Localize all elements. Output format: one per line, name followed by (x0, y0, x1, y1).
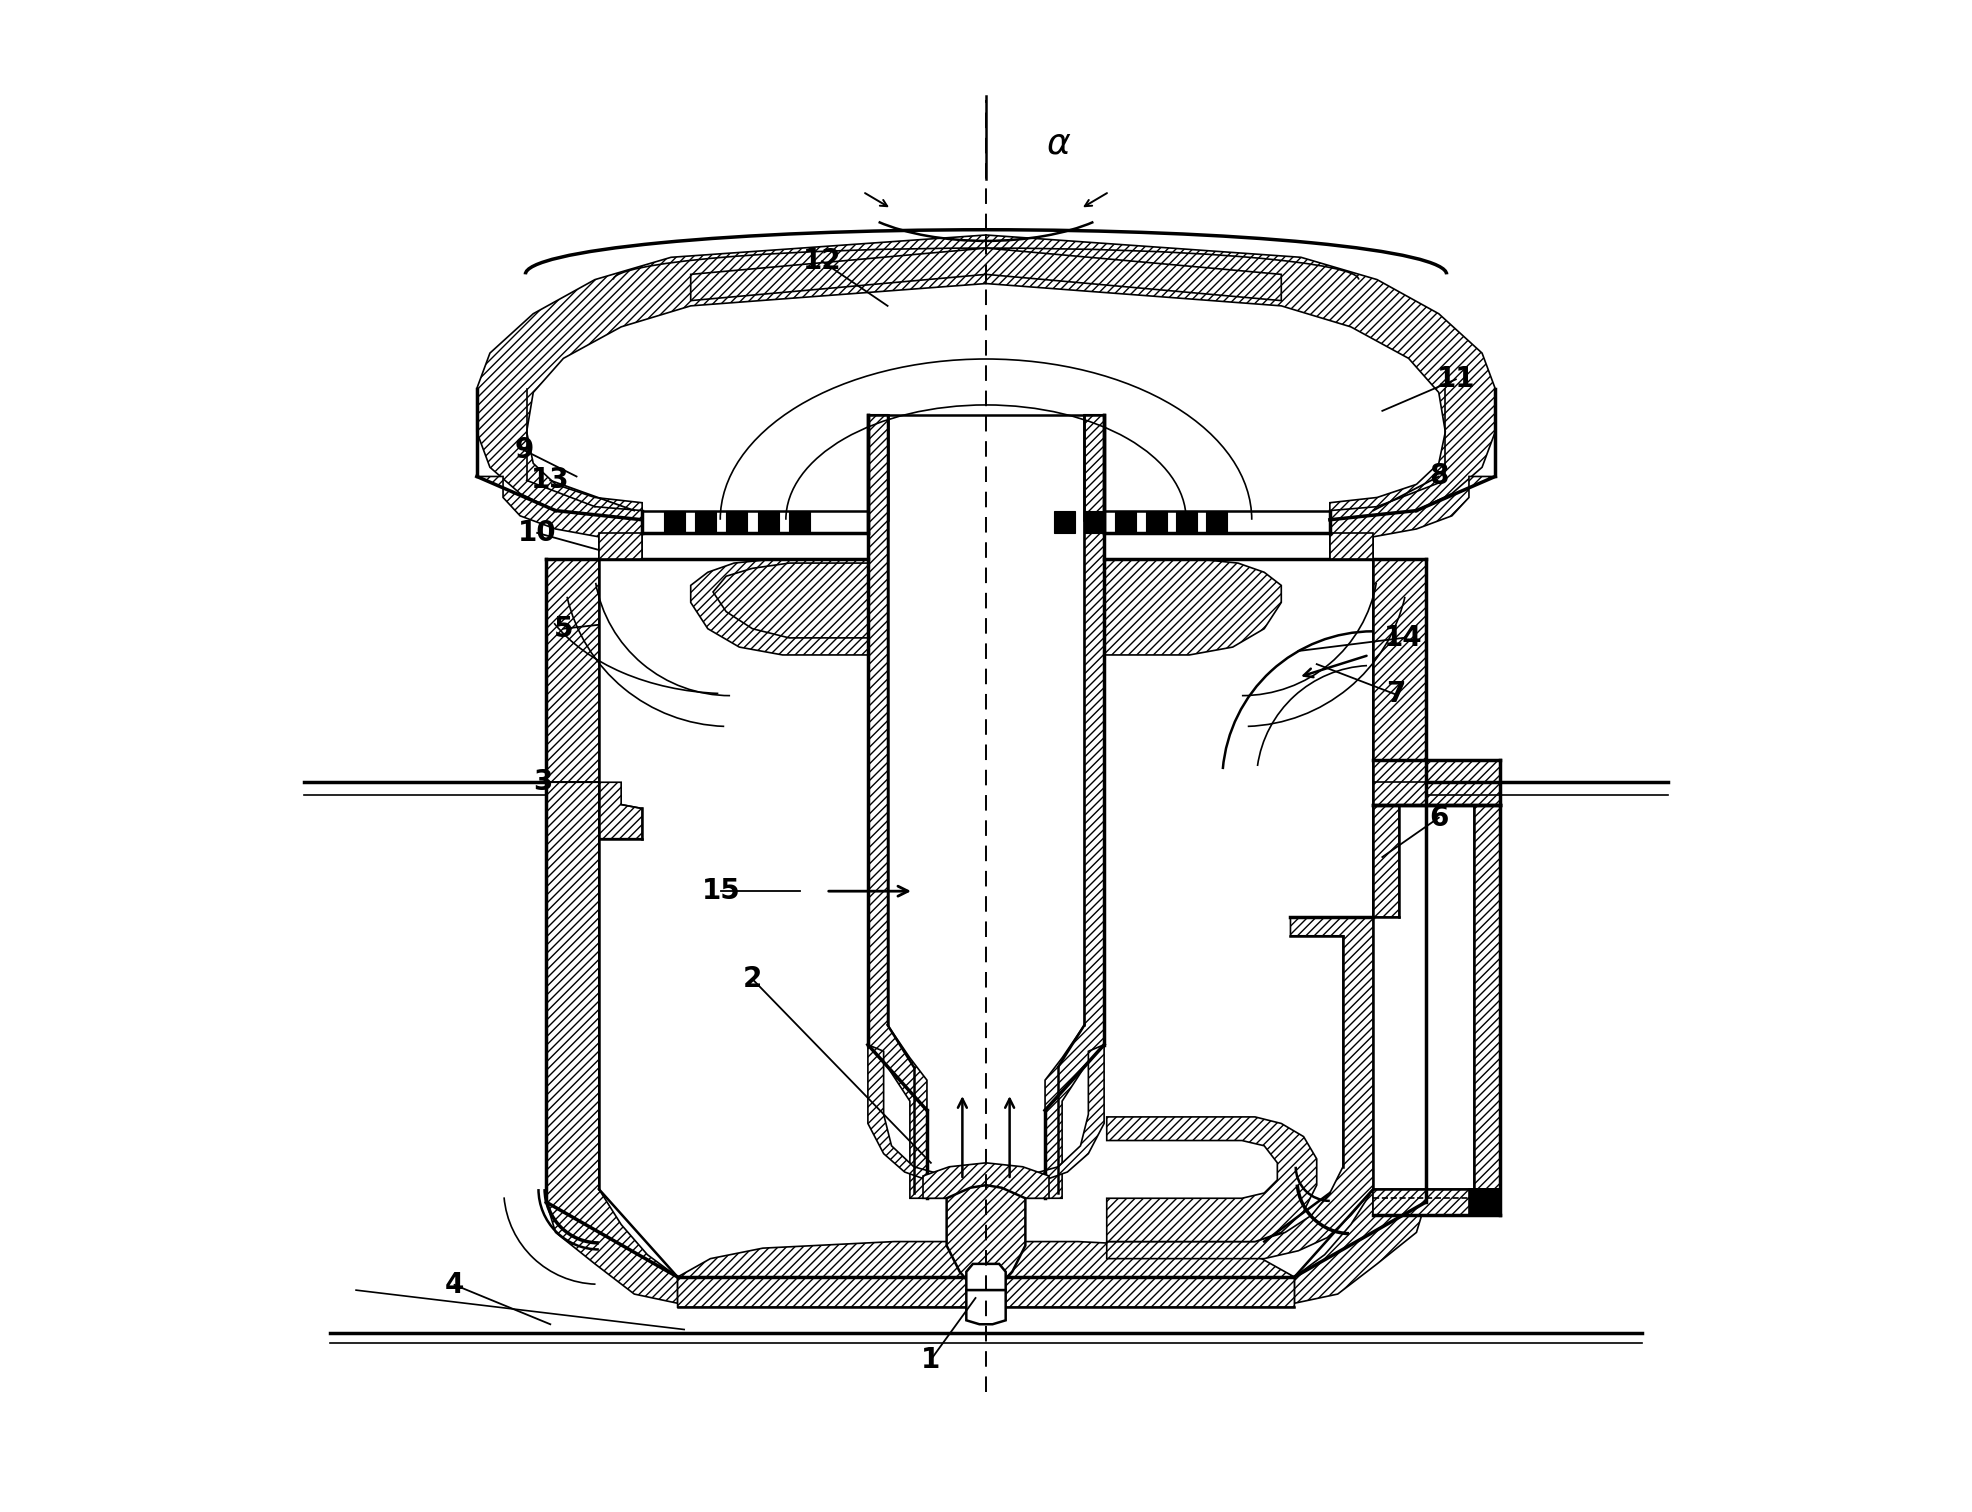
Text: 7: 7 (1386, 680, 1406, 708)
Polygon shape (1175, 511, 1197, 532)
Text: 11: 11 (1436, 366, 1475, 393)
Text: 10: 10 (519, 519, 556, 547)
Text: 13: 13 (530, 466, 570, 494)
Polygon shape (1055, 511, 1075, 532)
Polygon shape (690, 248, 1282, 301)
Polygon shape (726, 511, 747, 532)
Polygon shape (1045, 414, 1104, 1199)
Text: 5: 5 (554, 615, 574, 643)
Polygon shape (1469, 1188, 1501, 1216)
Text: 2: 2 (743, 965, 761, 993)
Polygon shape (477, 234, 986, 523)
Polygon shape (678, 1241, 1294, 1308)
Text: 8: 8 (1430, 463, 1449, 490)
Polygon shape (714, 562, 868, 638)
Polygon shape (1207, 511, 1227, 532)
Polygon shape (947, 1185, 1025, 1290)
Polygon shape (1373, 1188, 1501, 1216)
Text: 4: 4 (446, 1272, 463, 1299)
Text: 15: 15 (702, 877, 740, 906)
Polygon shape (986, 234, 1495, 523)
Polygon shape (1106, 918, 1373, 1258)
Polygon shape (1373, 804, 1501, 1216)
Text: 12: 12 (803, 248, 842, 275)
Polygon shape (477, 476, 643, 559)
Polygon shape (1294, 782, 1426, 1303)
Text: 1: 1 (921, 1346, 941, 1374)
Polygon shape (1114, 511, 1136, 532)
Polygon shape (1329, 532, 1373, 559)
Polygon shape (1025, 1045, 1104, 1199)
Polygon shape (789, 511, 810, 532)
Polygon shape (665, 511, 686, 532)
Polygon shape (966, 1290, 1006, 1325)
Polygon shape (690, 559, 868, 655)
Polygon shape (599, 532, 643, 559)
Polygon shape (757, 511, 779, 532)
Polygon shape (546, 782, 678, 1303)
Polygon shape (1085, 511, 1106, 532)
Polygon shape (1373, 804, 1400, 918)
Polygon shape (1329, 476, 1495, 559)
Polygon shape (1475, 804, 1501, 1216)
Polygon shape (923, 1163, 1049, 1199)
Text: 6: 6 (1430, 804, 1449, 832)
Polygon shape (972, 1285, 1000, 1303)
Polygon shape (694, 511, 716, 532)
Text: 9: 9 (515, 437, 534, 464)
Polygon shape (1373, 761, 1501, 804)
Polygon shape (546, 559, 599, 782)
Polygon shape (599, 782, 643, 839)
Text: 14: 14 (1384, 624, 1422, 652)
Polygon shape (966, 1264, 1006, 1290)
Text: $\alpha$: $\alpha$ (1045, 125, 1071, 160)
Polygon shape (1106, 1117, 1317, 1241)
Polygon shape (546, 559, 599, 782)
Polygon shape (1146, 511, 1167, 532)
Polygon shape (1104, 559, 1282, 655)
Polygon shape (1373, 559, 1426, 782)
Polygon shape (1373, 559, 1426, 782)
Text: 3: 3 (532, 768, 552, 797)
Polygon shape (868, 414, 927, 1199)
Polygon shape (868, 1045, 947, 1199)
